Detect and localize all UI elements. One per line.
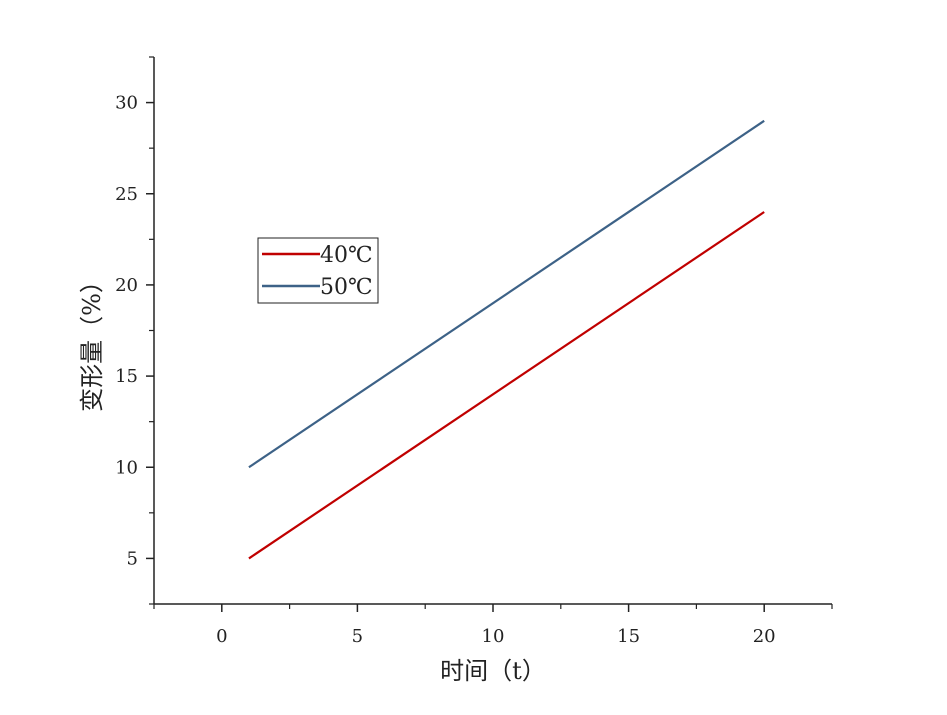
y-tick-label: 15	[115, 366, 138, 387]
legend-label-50c: 50℃	[320, 275, 373, 300]
legend: 40℃ 50℃	[257, 237, 379, 304]
x-tick-label: 20	[753, 626, 776, 647]
x-tick-label: 5	[352, 626, 363, 647]
y-tick-label: 20	[115, 275, 138, 296]
y-tick-label: 5	[127, 548, 138, 569]
axes	[153, 57, 832, 605]
x-tick-label: 0	[216, 626, 227, 647]
series-line-50c	[248, 119, 765, 469]
x-tick-label: 10	[482, 626, 505, 647]
ticks: 0 5 10 15 20 5 10 15 20 25 30	[115, 56, 833, 647]
x-axis-title: 时间（t）	[440, 657, 546, 685]
series-layer	[248, 119, 765, 560]
y-axis-title: 变形量（%）	[78, 269, 106, 412]
y-tick-label: 25	[115, 184, 138, 205]
legend-box	[257, 237, 379, 304]
y-tick-label: 30	[115, 93, 138, 114]
legend-label-40c: 40℃	[320, 243, 373, 268]
series-line-40c	[248, 211, 765, 560]
x-tick-label: 15	[617, 626, 640, 647]
y-tick-label: 10	[115, 457, 138, 478]
